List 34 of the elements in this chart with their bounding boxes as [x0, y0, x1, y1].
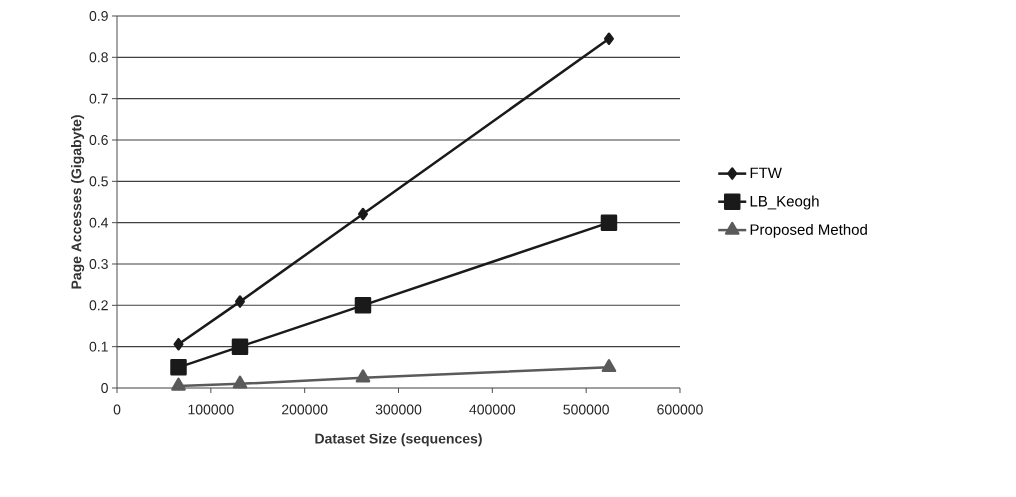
legend-label: Proposed Method [750, 223, 867, 238]
x-tick-label: 0 [113, 404, 121, 415]
y-tick-label: 0.5 [89, 176, 108, 187]
y-tick-label: 0.4 [89, 217, 109, 228]
x-tick-label: 600000 [657, 404, 703, 415]
point [173, 337, 184, 351]
point [171, 377, 186, 391]
point [357, 207, 368, 221]
y-tick-label: 0.1 [89, 341, 108, 352]
x-tick-label: 300000 [375, 404, 422, 415]
point [354, 297, 372, 314]
point [600, 214, 618, 231]
y-tick-label: 0.8 [89, 52, 108, 63]
y-tick-label: 0.3 [89, 259, 108, 269]
y-tick-label: 0 [101, 383, 108, 393]
x-tick-label: 500000 [563, 404, 609, 415]
x-tick-label: 400000 [469, 404, 516, 415]
legend-label: FTW [750, 167, 782, 179]
y-tick-label: 0.9 [89, 11, 108, 21]
x-axis-title: Dataset Size (sequences) [315, 433, 482, 447]
x-tick-label: 100000 [188, 404, 234, 415]
point [601, 359, 617, 373]
x-tick-label: 200000 [282, 404, 328, 415]
legend-label: LB_Keogh [750, 195, 819, 210]
point [231, 338, 249, 355]
point [603, 32, 614, 45]
y-tick-label: 0.2 [89, 300, 108, 311]
point [170, 359, 187, 376]
y-tick-label: 0.7 [89, 93, 108, 104]
point [232, 375, 248, 389]
point [355, 369, 371, 383]
point [235, 295, 245, 308]
y-tick-label: 0.6 [89, 135, 108, 145]
y-axis-title: Page Accesses (Gigabyte) [71, 115, 85, 289]
